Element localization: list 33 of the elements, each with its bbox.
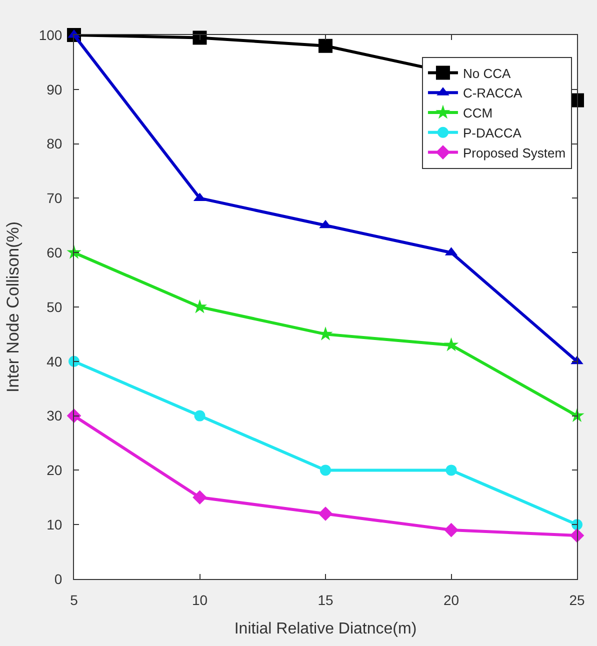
point <box>446 464 457 476</box>
y-tick-label: 90 <box>46 81 62 98</box>
y-axis-title: Inter Node Collison(%) <box>3 221 22 393</box>
x-tick-label: 25 <box>569 592 585 608</box>
x-tick-label: 15 <box>318 592 334 608</box>
legend-label: No CCA <box>462 66 511 81</box>
point <box>192 30 207 45</box>
y-tick-label: 20 <box>46 462 62 478</box>
legend-label: C-RACCA <box>462 86 523 101</box>
x-axis-title: Initial Relative Diatnce(m) <box>234 620 417 638</box>
point <box>192 490 207 505</box>
y-tick-label: 40 <box>46 353 62 370</box>
point <box>194 410 206 422</box>
y-tick-label: 80 <box>46 136 62 152</box>
y-tick-label: 50 <box>46 298 62 315</box>
y-tick-label: 70 <box>46 190 62 206</box>
legend-label: P-DACCA <box>462 125 522 140</box>
x-tick-label: 5 <box>70 592 78 608</box>
y-tick-label: 30 <box>46 408 62 424</box>
point <box>318 38 332 53</box>
point <box>444 337 459 352</box>
point <box>318 506 333 521</box>
point <box>320 464 331 476</box>
legend-label: Proposed System <box>462 145 566 160</box>
legend-label: CCM <box>462 106 493 121</box>
point <box>444 522 458 538</box>
point <box>318 326 333 340</box>
y-tick-label: 60 <box>46 244 62 260</box>
y-tick-label: 0 <box>54 570 62 587</box>
y-tick-label: 100 <box>38 26 62 43</box>
y-tick-label: 10 <box>46 516 62 532</box>
x-tick-label: 10 <box>192 592 208 608</box>
x-tick-label: 20 <box>443 592 460 608</box>
